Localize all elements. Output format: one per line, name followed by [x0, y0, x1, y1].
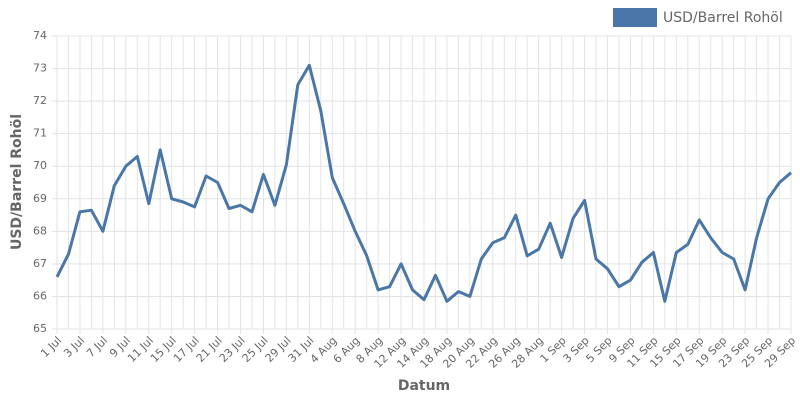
y-tick-label: 71: [33, 127, 47, 140]
y-tick-label: 69: [33, 192, 47, 205]
y-tick-label: 74: [33, 29, 47, 42]
y-tick-label: 65: [33, 322, 47, 335]
legend-swatch: [613, 8, 657, 27]
legend-label: USD/Barrel Rohöl: [663, 10, 783, 26]
y-tick-label: 67: [33, 257, 47, 270]
x-axis-title: Datum: [398, 378, 450, 394]
y-tick-label: 66: [33, 289, 47, 302]
x-tick-label: 7 Jul: [84, 334, 110, 360]
line: [55, 63, 792, 303]
y-axis-title: USD/Barrel Rohöl: [9, 114, 25, 250]
y-tick-label: 73: [33, 62, 47, 75]
y-tick-label: 70: [33, 159, 47, 172]
x-tick-label: 3 Jul: [61, 334, 87, 360]
y-tick-label: 72: [33, 94, 47, 107]
y-tick-label: 68: [33, 224, 47, 237]
x-tick-label: 1 Jul: [38, 334, 64, 360]
